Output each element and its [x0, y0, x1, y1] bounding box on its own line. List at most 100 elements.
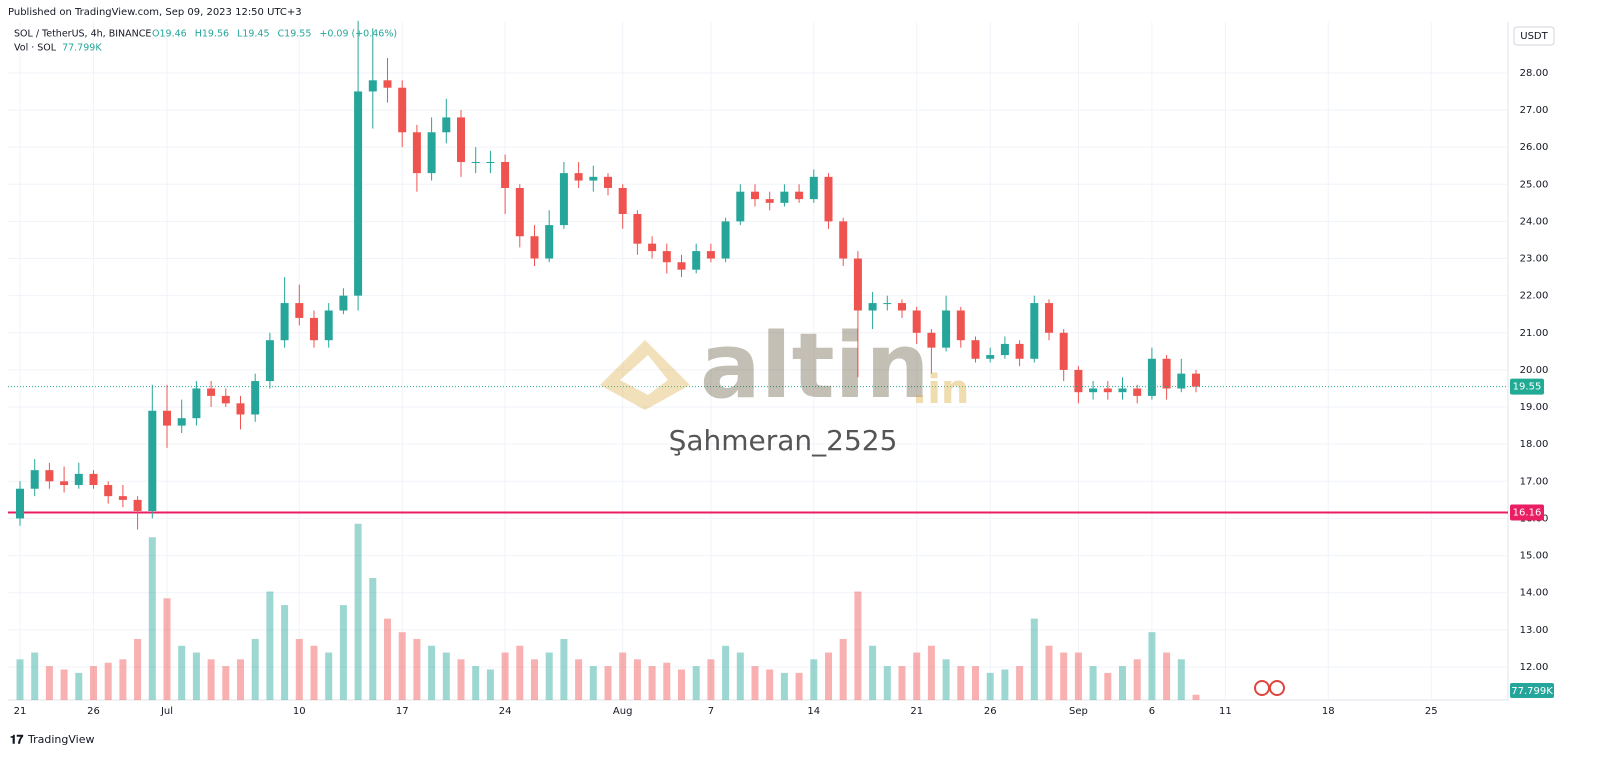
- volume-value: 77.799K: [62, 43, 102, 54]
- ohlc-value: O19.46: [152, 29, 187, 40]
- candle-body: [163, 410, 171, 426]
- candle-body: [795, 191, 804, 200]
- x-tick-label: 21: [910, 706, 923, 717]
- level-label-box: [1510, 504, 1544, 521]
- volume-bar: [1074, 652, 1082, 700]
- x-tick-label: 7: [708, 706, 714, 717]
- candle-body: [883, 303, 892, 305]
- candle-body: [986, 355, 995, 359]
- volume-bar: [90, 666, 97, 700]
- y-tick-label: 17.00: [1520, 476, 1549, 487]
- event-icon[interactable]: [1254, 680, 1270, 696]
- y-tick-label: 22.00: [1520, 291, 1549, 302]
- candle-body: [310, 317, 318, 341]
- volume-bar: [986, 672, 994, 700]
- candle-body: [1133, 388, 1142, 396]
- candle-body: [853, 258, 862, 311]
- x-tick-label: 18: [1322, 706, 1335, 717]
- x-tick-label: 14: [807, 706, 820, 717]
- volume-bar: [531, 659, 538, 700]
- x-tick-label: 26: [984, 706, 997, 717]
- y-tick-label: 27.00: [1520, 105, 1549, 116]
- candle-body: [589, 176, 598, 181]
- candle-body: [824, 176, 833, 222]
- watermark-brand: altin: [700, 314, 930, 419]
- event-icon[interactable]: [1269, 680, 1285, 696]
- candle-body: [662, 251, 671, 263]
- candle-body: [74, 473, 83, 486]
- volume-bar: [972, 666, 979, 700]
- ohlc-value: C19.55: [278, 29, 312, 40]
- volume-bar: [281, 605, 289, 700]
- candle-body: [1177, 373, 1186, 389]
- volume-bar: [384, 618, 391, 700]
- candle-body: [751, 191, 759, 200]
- candle-body: [368, 80, 377, 92]
- footer-logo: 𝟏𝟕: [10, 733, 24, 747]
- y-tick-label: 23.00: [1520, 254, 1549, 265]
- volume-bar: [1119, 666, 1126, 700]
- x-tick-label: 25: [1425, 706, 1438, 717]
- volume-bar: [1060, 652, 1068, 700]
- candle-body: [471, 161, 480, 163]
- symbol: SOL / TetherUS, 4h, BINANCE: [14, 29, 151, 40]
- candle-body: [501, 161, 510, 188]
- volume-bar: [751, 666, 759, 700]
- y-tick-label: 28.00: [1520, 68, 1549, 79]
- x-tick-label: 6: [1149, 706, 1155, 717]
- x-tick-label: 11: [1219, 706, 1232, 717]
- candle-body: [1045, 303, 1053, 333]
- volume-bar: [1016, 666, 1024, 700]
- candle-body: [265, 340, 274, 382]
- watermark: [600, 340, 690, 410]
- volume-bar: [295, 638, 303, 700]
- volume-bar: [192, 652, 200, 700]
- candle-body: [148, 410, 157, 512]
- candle-body: [486, 161, 495, 163]
- volume-bar: [854, 591, 862, 700]
- volume-bar: [148, 537, 156, 700]
- volume-bar: [104, 662, 112, 700]
- currency[interactable]: USDT: [1520, 31, 1548, 42]
- footer: TradingView: [27, 733, 94, 746]
- volume-label-box: [1510, 683, 1554, 698]
- y-tick-label: 24.00: [1520, 216, 1549, 227]
- x-tick-label: 17: [396, 706, 409, 717]
- candle-body: [927, 332, 936, 348]
- y-tick-label: 25.00: [1520, 179, 1549, 190]
- volume-bar: [222, 666, 230, 700]
- volume-bar: [310, 645, 318, 700]
- volume-bar: [45, 666, 53, 700]
- candle-body: [104, 485, 113, 497]
- volume-bar: [766, 669, 774, 700]
- ohlc-value: L19.45: [237, 29, 270, 40]
- ohlc-value: H19.56: [195, 29, 229, 40]
- candle-body: [574, 173, 583, 181]
- candle-body: [765, 199, 774, 203]
- candle-body: [280, 303, 289, 341]
- volume-bar: [1030, 618, 1038, 700]
- volume-bar: [516, 645, 524, 700]
- candle-body: [706, 251, 715, 259]
- watermark-logo: [600, 340, 690, 410]
- x-tick-label: Sep: [1069, 706, 1088, 717]
- candle-body: [530, 236, 539, 259]
- candle-body: [1030, 303, 1039, 359]
- y-tick-label: 15.00: [1520, 551, 1549, 562]
- candle-body: [1118, 388, 1127, 393]
- candle-body: [295, 303, 304, 318]
- volume-bar: [134, 638, 142, 700]
- candle-body: [839, 221, 848, 259]
- candle-body: [398, 87, 407, 133]
- candle-body: [192, 388, 201, 419]
- watermark-suffix: .in: [912, 367, 969, 413]
- currency-box[interactable]: [1513, 26, 1555, 46]
- candle-body: [118, 496, 127, 500]
- candle-body: [354, 91, 363, 296]
- volume-bar: [942, 659, 950, 700]
- candle-body: [618, 187, 627, 214]
- volume-bar: [163, 598, 171, 700]
- x-tick-label: 21: [14, 706, 27, 717]
- event-icons[interactable]: [1254, 680, 1285, 696]
- published: Published on TradingView.com, Sep 09, 20…: [8, 7, 302, 18]
